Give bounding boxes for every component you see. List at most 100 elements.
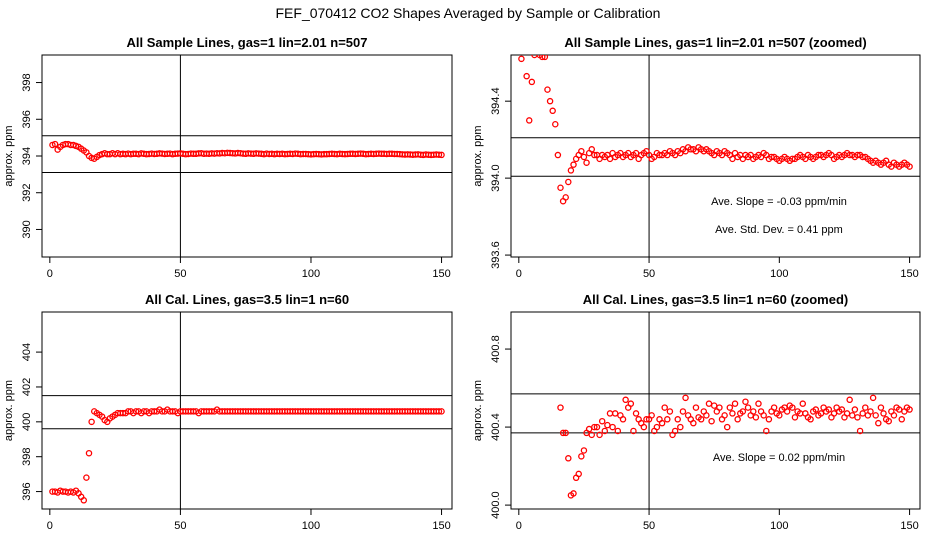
- data-point: [906, 406, 913, 413]
- data-point: [604, 421, 611, 429]
- data-point: [565, 455, 572, 462]
- data-point: [591, 151, 598, 159]
- data-point: [528, 78, 536, 86]
- data-point: [880, 410, 887, 417]
- data-point: [435, 408, 443, 415]
- x-tick-label: 50: [643, 268, 655, 280]
- data-point: [640, 423, 648, 431]
- x-tick-label: 150: [900, 520, 918, 532]
- data-point: [791, 414, 799, 421]
- annotation-1: Ave. Slope = -0.03 ppm/min: [711, 196, 847, 208]
- y-tick-label: 400.4: [490, 413, 502, 441]
- data-point: [731, 400, 739, 407]
- data-point: [716, 404, 723, 411]
- y-axis-label: approx. ppm: [3, 125, 15, 186]
- data-point: [601, 427, 609, 435]
- x-tick-label: 50: [174, 268, 186, 280]
- data-point: [854, 414, 861, 421]
- data-point: [898, 416, 906, 423]
- data-point: [583, 159, 590, 166]
- data-point: [666, 408, 674, 415]
- data-point: [721, 412, 728, 419]
- data-point: [885, 417, 892, 425]
- data-point: [585, 425, 593, 433]
- data-point: [783, 408, 791, 415]
- data-point: [596, 431, 603, 439]
- data-point: [825, 406, 833, 413]
- x-tick-label: 0: [47, 520, 53, 532]
- data-point: [544, 86, 551, 93]
- data-point: [708, 417, 715, 425]
- annotation-1: Ave. Slope = 0.02 ppm/min: [713, 452, 845, 464]
- data-point: [789, 404, 796, 411]
- data-point: [534, 49, 539, 54]
- data-point: [710, 402, 718, 409]
- data-points: [49, 406, 445, 504]
- figure-title: FEF_070412 CO2 Shapes Averaged by Sample…: [275, 5, 661, 21]
- data-point: [653, 423, 661, 431]
- data-point: [851, 406, 859, 413]
- data-point: [580, 153, 588, 161]
- data-point: [679, 408, 687, 415]
- data-point: [760, 412, 767, 419]
- data-point: [739, 408, 747, 415]
- data-point: [648, 412, 655, 419]
- x-tick-label: 150: [900, 268, 918, 280]
- data-point: [867, 408, 874, 415]
- data-point: [609, 423, 616, 431]
- data-point: [611, 410, 619, 417]
- y-tick-label: 394: [21, 147, 33, 165]
- data-point: [606, 155, 614, 163]
- x-tick-label: 100: [302, 520, 320, 532]
- data-point: [627, 400, 635, 407]
- data-point: [734, 416, 741, 423]
- y-tick-label: 404: [21, 343, 33, 361]
- y-tick-label: 398: [21, 73, 33, 91]
- data-point: [80, 497, 88, 504]
- y-tick-label: 394.4: [490, 87, 502, 115]
- data-point: [559, 429, 567, 437]
- data-point: [632, 410, 640, 417]
- data-point: [830, 410, 838, 417]
- data-point: [643, 416, 650, 423]
- data-point: [557, 184, 564, 191]
- data-point: [776, 412, 783, 419]
- data-point: [630, 427, 637, 435]
- data-point: [674, 416, 681, 423]
- chart-title: All Sample Lines, gas=1 lin=2.01 n=507 (…: [564, 35, 866, 50]
- data-point: [521, 49, 526, 54]
- y-tick-label: 392: [21, 184, 33, 202]
- data-point: [622, 396, 629, 404]
- plot-frame: [510, 311, 921, 510]
- data-point: [658, 419, 666, 427]
- data-point: [51, 140, 59, 148]
- data-point: [523, 72, 530, 80]
- y-tick-label: 398: [21, 448, 33, 466]
- x-tick-label: 50: [174, 520, 186, 532]
- data-point: [729, 410, 736, 417]
- data-point: [770, 404, 778, 411]
- data-point: [539, 55, 546, 61]
- data-point: [677, 423, 684, 431]
- data-points: [49, 140, 445, 163]
- data-points: [518, 49, 913, 205]
- y-tick-label: 400.8: [490, 335, 502, 363]
- data-point: [578, 453, 585, 460]
- y-tick-label: 393.6: [490, 241, 502, 269]
- x-tick-label: 0: [47, 268, 53, 280]
- chart-panel-4: All Cal. Lines, gas=3.5 lin=1 n=60 (zoom…: [472, 292, 921, 532]
- x-tick-label: 100: [770, 268, 788, 280]
- chart-title: All Cal. Lines, gas=3.5 lin=1 n=60 (zoom…: [583, 292, 849, 307]
- data-point: [807, 416, 814, 423]
- y-tick-label: 402: [21, 378, 33, 396]
- chart-panel-2: All Sample Lines, gas=1 lin=2.01 n=507 (…: [472, 35, 921, 280]
- x-tick-label: 50: [643, 520, 655, 532]
- y-tick-label: 400.0: [490, 491, 502, 519]
- data-point: [664, 416, 671, 423]
- plot-frame: [41, 311, 453, 510]
- data-point: [438, 408, 445, 415]
- data-point: [755, 400, 762, 407]
- data-point: [849, 412, 856, 419]
- plot-frame: [510, 54, 921, 258]
